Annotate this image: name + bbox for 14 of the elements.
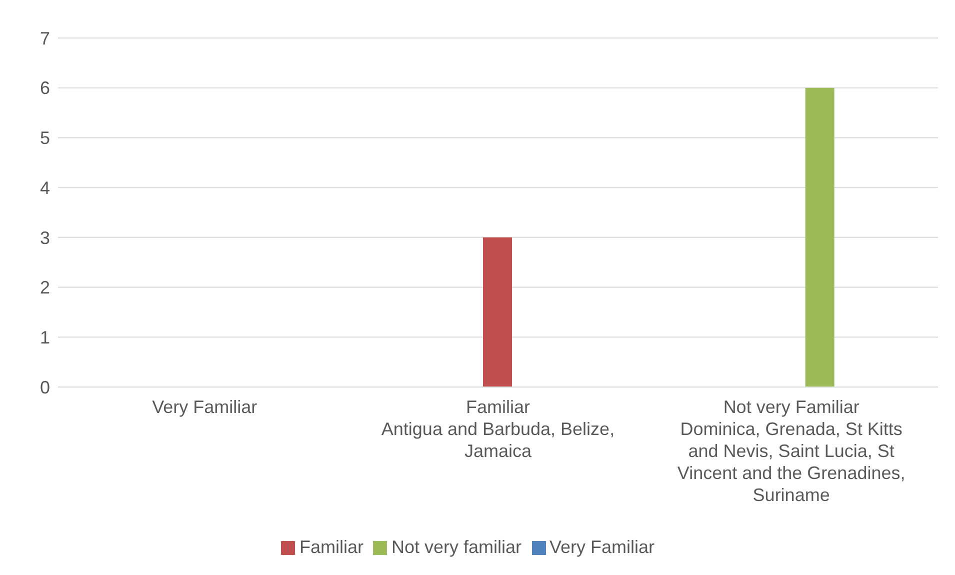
x-tick-label: Not very Familiar Dominica, Grenada, St Kitts and Nevis, Saint Lucia, St Vincent and the Grenadines, Suriname — [677, 397, 906, 505]
y-tick-label: 3 — [40, 228, 50, 248]
y-tick-label: 1 — [40, 328, 50, 348]
y-tick-label: 7 — [40, 28, 50, 48]
y-tick-label: 4 — [40, 178, 50, 198]
y-tick-label: 5 — [40, 128, 50, 148]
x-tick-label: Very Familiar — [152, 397, 258, 417]
legend-label: Very Familiar — [550, 537, 655, 557]
y-tick-label: 2 — [40, 278, 50, 298]
x-tick-label: Familiar Antigua and Barbuda, Belize, Jamaica — [381, 397, 615, 461]
y-tick-label: 0 — [40, 377, 50, 398]
legend-label: Familiar — [299, 537, 364, 557]
y-tick-label: 6 — [40, 78, 50, 98]
legend-label: Not very familiar — [391, 537, 522, 557]
